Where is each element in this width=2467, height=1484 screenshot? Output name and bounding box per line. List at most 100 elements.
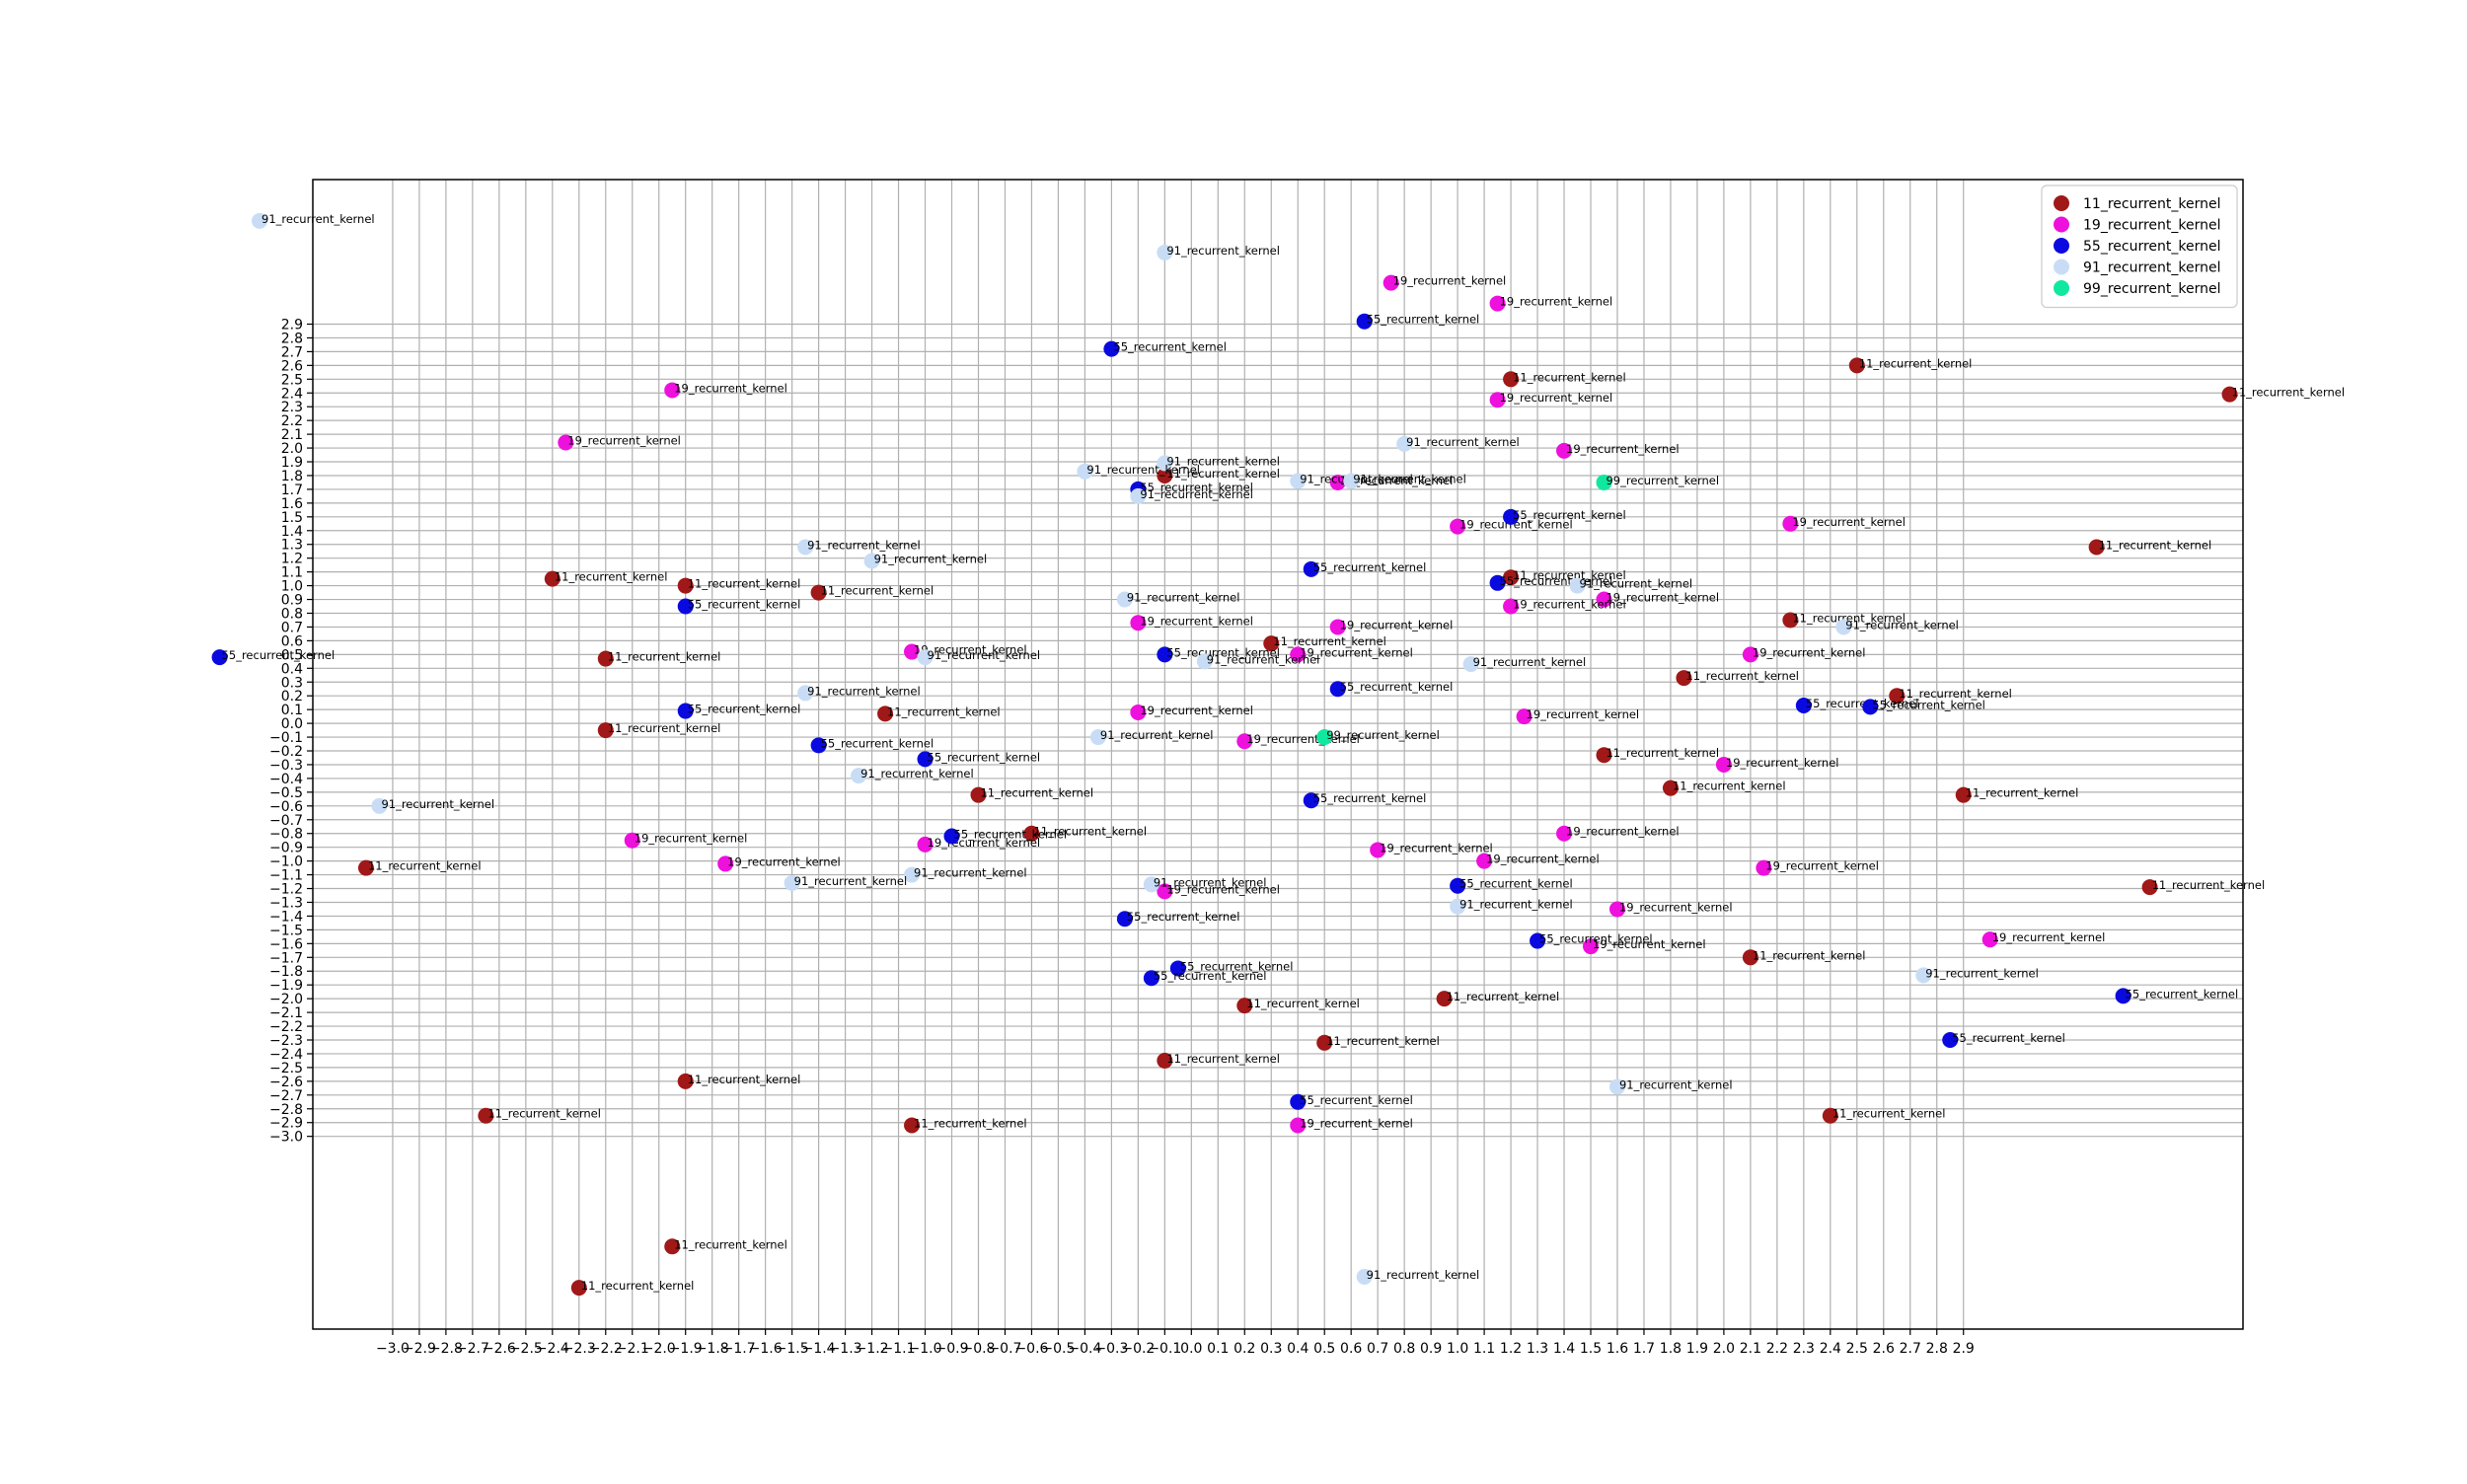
- data-point-19_recurrent_kernel: [1556, 442, 1573, 459]
- data-point-label: 91_recurrent_kernel: [807, 539, 921, 553]
- x-tick-label: −3.0: [376, 1341, 410, 1357]
- data-point-label: 19_recurrent_kernel: [1340, 474, 1454, 487]
- y-tick-label: −1.0: [269, 854, 303, 870]
- data-point-91_recurrent_kernel: [1450, 898, 1466, 915]
- x-tick-label: −1.8: [696, 1341, 729, 1357]
- data-point-11_recurrent_kernel: [2221, 386, 2238, 403]
- data-point-label: 55_recurrent_kernel: [1300, 1093, 1413, 1107]
- x-axis-ticks: −3.0−2.9−2.8−2.7−2.6−2.5−2.4−2.3−2.2−2.1…: [376, 1329, 1975, 1357]
- legend-label: 99_recurrent_kernel: [2083, 281, 2221, 297]
- y-tick-label: 0.5: [281, 647, 303, 663]
- y-tick-label: 2.1: [281, 427, 303, 443]
- data-point-label: 11_recurrent_kernel: [487, 1107, 601, 1121]
- y-tick-label: −2.9: [269, 1116, 303, 1132]
- data-point-label: 19_recurrent_kernel: [1527, 707, 1640, 721]
- data-point-11_recurrent_kernel: [1436, 991, 1453, 1007]
- data-point-label: 99_recurrent_kernel: [1606, 474, 1719, 487]
- data-point-19_recurrent_kernel: [1329, 474, 1346, 490]
- y-tick-label: −2.8: [269, 1102, 303, 1118]
- x-tick-label: 2.6: [1873, 1341, 1895, 1357]
- data-point-91_recurrent_kernel: [1835, 619, 1852, 635]
- x-tick-label: 2.2: [1766, 1341, 1788, 1357]
- y-tick-label: 1.4: [281, 524, 303, 540]
- data-point-label: 19_recurrent_kernel: [1380, 841, 1493, 854]
- data-point-91_recurrent_kernel: [1157, 455, 1173, 472]
- data-point-label: 91_recurrent_kernel: [1086, 463, 1200, 477]
- data-point-91_recurrent_kernel: [1608, 1078, 1625, 1095]
- x-tick-label: −2.0: [642, 1341, 676, 1357]
- data-point-11_recurrent_kernel: [1503, 371, 1520, 388]
- data-point-91_recurrent_kernel: [1077, 463, 1093, 480]
- data-point-label: 91_recurrent_kernel: [860, 767, 974, 780]
- y-tick-label: 2.6: [281, 358, 303, 374]
- data-point-19_recurrent_kernel: [1556, 825, 1573, 842]
- legend-marker: [2054, 280, 2069, 296]
- data-point-label: 91_recurrent_kernel: [1154, 875, 1267, 889]
- data-point-label: 11_recurrent_kernel: [1792, 611, 1906, 625]
- data-point-label: 11_recurrent_kernel: [1033, 825, 1147, 839]
- data-point-label: 19_recurrent_kernel: [1792, 515, 1906, 529]
- data-point-label: 55_recurrent_kernel: [688, 598, 801, 612]
- x-tick-label: 1.3: [1527, 1341, 1548, 1357]
- x-tick-label: −2.9: [403, 1341, 436, 1357]
- data-point-label: 55_recurrent_kernel: [1872, 698, 1985, 711]
- x-tick-label: −0.6: [1014, 1341, 1048, 1357]
- data-point-label: 91_recurrent_kernel: [794, 874, 908, 888]
- legend-marker: [2054, 238, 2069, 254]
- y-tick-label: −0.7: [269, 813, 303, 829]
- x-tick-label: −0.1: [1148, 1341, 1181, 1357]
- x-tick-label: 0.8: [1393, 1341, 1415, 1357]
- y-tick-label: −1.7: [269, 950, 303, 966]
- y-tick-label: 0.0: [281, 716, 303, 732]
- x-tick-label: −0.7: [988, 1341, 1021, 1357]
- data-point-label: 55_recurrent_kernel: [1313, 791, 1427, 805]
- y-tick-label: −2.0: [269, 992, 303, 1007]
- data-point-19_recurrent_kernel: [558, 434, 574, 451]
- data-point-label: 91_recurrent_kernel: [1925, 966, 2039, 980]
- data-point-11_recurrent_kernel: [1955, 786, 1972, 803]
- x-tick-label: 1.2: [1500, 1341, 1522, 1357]
- data-point-19_recurrent_kernel: [1383, 274, 1399, 291]
- x-tick-label: 1.8: [1660, 1341, 1682, 1357]
- x-tick-label: 1.4: [1553, 1341, 1575, 1357]
- data-point-11_recurrent_kernel: [544, 570, 561, 587]
- grid-lines: [313, 180, 2243, 1329]
- x-tick-label: 0.9: [1420, 1341, 1442, 1357]
- y-tick-label: 2.7: [281, 344, 303, 360]
- data-point-label: 91_recurrent_kernel: [914, 866, 1027, 880]
- data-point-11_recurrent_kernel: [357, 859, 374, 876]
- x-tick-label: −1.0: [909, 1341, 942, 1357]
- data-point-label: 19_recurrent_kernel: [1566, 825, 1680, 839]
- data-point-label: 19_recurrent_kernel: [635, 832, 748, 846]
- data-point-19_recurrent_kernel: [1596, 591, 1612, 608]
- y-tick-label: −1.4: [269, 909, 303, 925]
- data-point-19_recurrent_kernel: [1130, 615, 1147, 631]
- data-point-label: 19_recurrent_kernel: [1566, 442, 1680, 456]
- data-point-19_recurrent_kernel: [917, 836, 934, 853]
- data-point-label: 91_recurrent_kernel: [928, 648, 1041, 662]
- data-point-55_recurrent_kernel: [1157, 646, 1173, 663]
- data-point-label: 11_recurrent_kernel: [2232, 386, 2346, 400]
- data-point-label: 11_recurrent_kernel: [1447, 990, 1560, 1003]
- data-point-label: 55_recurrent_kernel: [954, 828, 1068, 842]
- data-point-11_recurrent_kernel: [1503, 569, 1520, 586]
- legend-label: 11_recurrent_kernel: [2083, 196, 2221, 212]
- data-point-label: 11_recurrent_kernel: [1685, 669, 1799, 683]
- data-point-55_recurrent_kernel: [1329, 681, 1346, 698]
- legend-marker: [2054, 216, 2069, 233]
- x-tick-label: 0.2: [1234, 1341, 1255, 1357]
- data-point-label: 91_recurrent_kernel: [381, 797, 494, 811]
- data-point-label: 11_recurrent_kernel: [1246, 997, 1360, 1010]
- data-point-19_recurrent_kernel: [1583, 938, 1600, 955]
- data-point-label: 19_recurrent_kernel: [1619, 900, 1733, 914]
- legend-label: 55_recurrent_kernel: [2083, 239, 2221, 255]
- y-tick-label: 2.9: [281, 317, 303, 333]
- x-tick-label: 2.4: [1820, 1341, 1841, 1357]
- data-point-label: 91_recurrent_kernel: [1140, 487, 1253, 501]
- data-point-91_recurrent_kernel: [1290, 473, 1307, 489]
- y-tick-label: 1.6: [281, 496, 303, 512]
- y-tick-label: −2.7: [269, 1088, 303, 1104]
- data-point-label: 91_recurrent_kernel: [262, 212, 375, 226]
- data-point-19_recurrent_kernel: [717, 855, 734, 872]
- data-point-55_recurrent_kernel: [677, 598, 694, 615]
